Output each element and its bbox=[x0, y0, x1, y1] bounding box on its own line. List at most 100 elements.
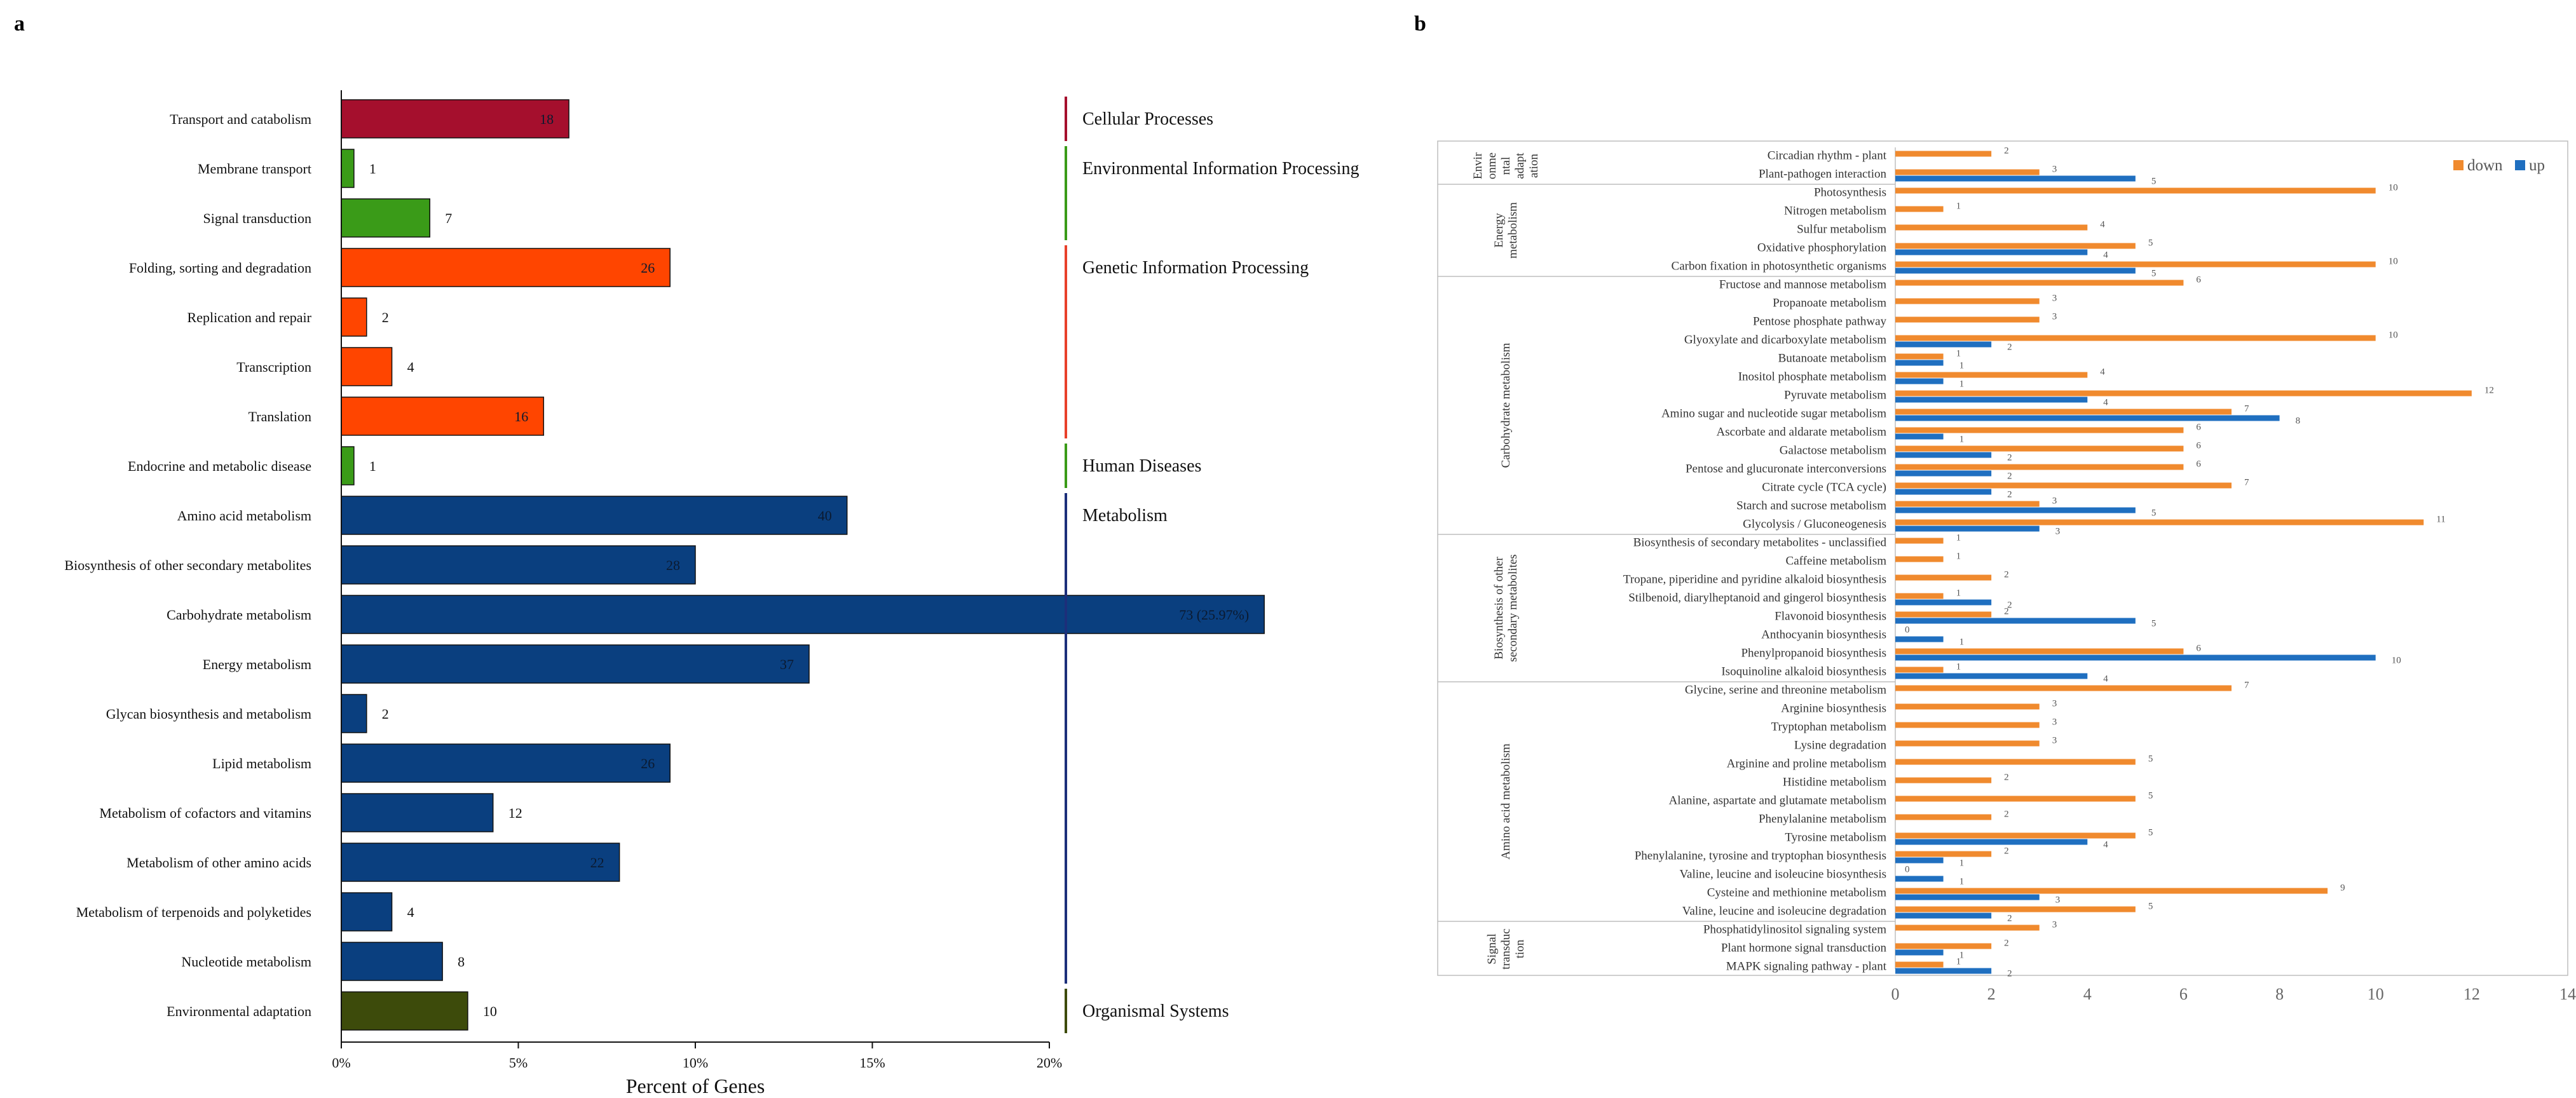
bar-up bbox=[1895, 268, 2136, 274]
down-value-label: 5 bbox=[2148, 791, 2153, 801]
group-label: Signal transduc tion bbox=[1485, 928, 1527, 969]
bar-down bbox=[1895, 759, 2136, 765]
pathway-label: Glyoxylate and dicarboxylate metabolism bbox=[1684, 334, 1886, 347]
pathway-label: Lysine degradation bbox=[1794, 739, 1887, 752]
group-label-line: Amino acid metabolism bbox=[1499, 743, 1513, 860]
up-value-label: 5 bbox=[2151, 619, 2157, 629]
bar-down bbox=[1895, 519, 2424, 525]
down-value-label: 1 bbox=[1956, 552, 1961, 562]
bar bbox=[341, 793, 494, 832]
group-label: Organismal Systems bbox=[1082, 1001, 1229, 1021]
down-value-label: 7 bbox=[2244, 404, 2249, 414]
up-value-label: 3 bbox=[2055, 527, 2061, 537]
category-label: Transport and catabolism bbox=[170, 111, 311, 127]
down-value-label: 4 bbox=[2100, 367, 2105, 377]
bar-up bbox=[1895, 452, 1992, 458]
group-label: Environmental Information Processing bbox=[1082, 159, 1359, 179]
down-value-label: 5 bbox=[2148, 238, 2153, 248]
down-value-label: 5 bbox=[2148, 902, 2153, 912]
bar-up bbox=[1895, 433, 1944, 440]
bar-up bbox=[1895, 949, 1944, 956]
down-value-label: 1 bbox=[1956, 349, 1961, 359]
bar bbox=[341, 446, 355, 485]
pathway-label: Pyruvate metabolism bbox=[1784, 389, 1886, 402]
bar bbox=[341, 149, 355, 188]
bar-down bbox=[1895, 796, 2136, 802]
legend-label-down: down bbox=[2467, 157, 2503, 174]
data-label: 1 bbox=[369, 458, 376, 474]
x-tick-label: 5% bbox=[509, 1055, 528, 1071]
pathway-label: Phosphatidylinositol signaling system bbox=[1703, 923, 1886, 937]
bar bbox=[341, 843, 620, 882]
bar-down bbox=[1895, 390, 2472, 396]
up-value-label: 1 bbox=[1959, 858, 1965, 869]
down-value-label: 1 bbox=[1956, 957, 1961, 967]
category-label: Replication and repair bbox=[187, 309, 312, 325]
panel-b-chart: Circadian rhythm - plant 2 Plant-pathogen … bbox=[1437, 140, 2576, 1003]
bar-down bbox=[1895, 740, 2040, 747]
up-value-label: 10 bbox=[2392, 656, 2401, 666]
bar-down bbox=[1895, 409, 2232, 415]
data-label: 26 bbox=[641, 756, 655, 771]
pathway-label: Stilbenoid, diarylheptanoid and gingerol… bbox=[1628, 592, 1886, 605]
pathway-label: Cysteine and methionine metabolism bbox=[1707, 886, 1887, 900]
bar-down bbox=[1895, 593, 1944, 599]
up-value-label: 5 bbox=[2151, 508, 2157, 518]
bar-down bbox=[1895, 722, 2040, 728]
down-value-label: 3 bbox=[2052, 699, 2057, 709]
down-value-label: 2 bbox=[2004, 846, 2009, 857]
pathway-label: Tropane, piperidine and pyridine alkaloi… bbox=[1623, 573, 1886, 586]
bar-up bbox=[1895, 249, 2088, 255]
pathway-label: Biosynthesis of secondary metabolites - … bbox=[1633, 536, 1887, 550]
bar-up bbox=[1895, 876, 1944, 882]
bar bbox=[341, 99, 569, 139]
bar-down bbox=[1895, 888, 2328, 894]
down-value-label: 0 bbox=[1905, 865, 1910, 875]
category-label: Translation bbox=[249, 409, 311, 424]
data-label: 2 bbox=[382, 706, 389, 722]
data-label: 7 bbox=[445, 210, 452, 226]
group-label: Envir onme ntal adapt ation bbox=[1471, 152, 1541, 179]
bar-up bbox=[1895, 396, 2088, 403]
up-value-label: 2 bbox=[2007, 342, 2012, 353]
pathway-label: Phenylpropanoid biosynthesis bbox=[1741, 647, 1886, 660]
group-label-line: ntal bbox=[1499, 157, 1513, 175]
pathway-label: Arginine and proline metabolism bbox=[1727, 757, 1887, 771]
bar bbox=[341, 991, 468, 1031]
bar-up bbox=[1895, 341, 1992, 348]
pathway-label: Plant-pathogen interaction bbox=[1759, 168, 1887, 181]
pathway-label: Arginine biosynthesis bbox=[1781, 702, 1886, 715]
data-label: 10 bbox=[483, 1003, 497, 1019]
pathway-label: Sulfur metabolism bbox=[1797, 223, 1886, 236]
down-value-label: 9 bbox=[2340, 883, 2345, 893]
group-label-line: onme bbox=[1485, 152, 1499, 179]
pathway-label: Nitrogen metabolism bbox=[1784, 205, 1886, 218]
bar-down bbox=[1895, 206, 1944, 212]
bar-down bbox=[1895, 187, 2376, 194]
bar-down bbox=[1895, 777, 1992, 783]
up-value-label: 2 bbox=[2007, 453, 2012, 463]
pathway-label: Photosynthesis bbox=[1814, 186, 1886, 200]
bar bbox=[341, 198, 430, 238]
bar bbox=[341, 595, 1265, 634]
down-value-label: 10 bbox=[2389, 330, 2398, 341]
x-tick-label: 0% bbox=[332, 1055, 350, 1071]
data-label: 73 (25.97%) bbox=[1179, 607, 1249, 623]
down-value-label: 2 bbox=[2004, 773, 2009, 783]
down-value-label: 6 bbox=[2196, 459, 2201, 470]
group-label: Carbohydrate metabolism bbox=[1499, 342, 1513, 468]
group-label: Human Diseases bbox=[1082, 456, 1201, 476]
data-label: 26 bbox=[641, 260, 655, 276]
x-tick-label: 2 bbox=[1987, 985, 1996, 1003]
legend-swatch-up bbox=[2515, 160, 2525, 170]
down-value-label: 1 bbox=[1956, 533, 1961, 543]
bar bbox=[341, 694, 367, 733]
bar bbox=[341, 892, 393, 932]
up-value-label: 1 bbox=[1959, 637, 1965, 647]
category-label: Membrane transport bbox=[198, 161, 311, 177]
group-label-line: transduc bbox=[1499, 928, 1513, 969]
category-label: Environmental adaptation bbox=[167, 1003, 311, 1019]
down-value-label: 5 bbox=[2148, 754, 2153, 764]
down-value-label: 7 bbox=[2244, 478, 2249, 488]
up-value-label: 1 bbox=[1959, 877, 1965, 887]
